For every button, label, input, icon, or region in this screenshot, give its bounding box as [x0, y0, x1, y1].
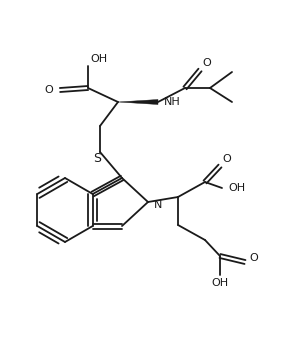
Text: OH: OH — [211, 278, 229, 288]
Text: S: S — [93, 152, 101, 165]
Text: O: O — [249, 253, 258, 263]
Text: N: N — [154, 200, 162, 210]
Text: OH: OH — [90, 54, 107, 64]
Text: O: O — [202, 58, 211, 68]
Text: NH: NH — [164, 97, 181, 107]
Text: O: O — [222, 154, 231, 164]
Polygon shape — [118, 100, 158, 104]
Text: O: O — [44, 85, 53, 95]
Text: OH: OH — [228, 183, 245, 193]
